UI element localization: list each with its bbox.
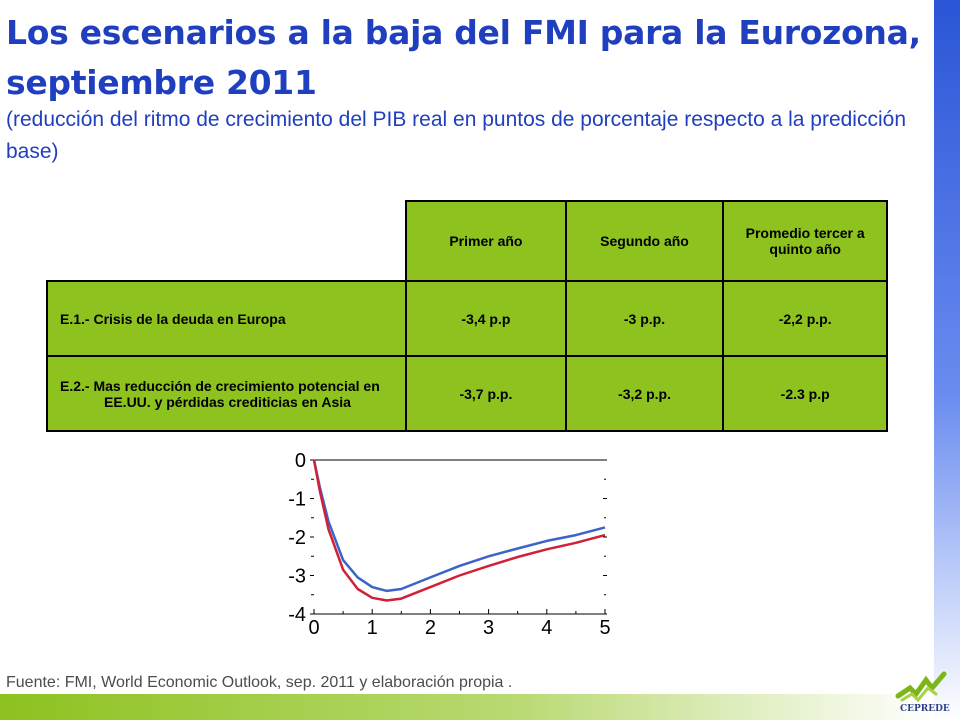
column-header: Primer año [405, 200, 567, 282]
series-line-0 [312, 459, 606, 593]
scenario-line-chart: 0-1-2-3-40 1 2 3 4 5 [288, 450, 610, 639]
x-tick-label: 3 [483, 617, 494, 639]
row-label: E.2.- Mas reducción de crecimiento poten… [45, 355, 408, 432]
table-header-row: Primer año Segundo año Promedio tercer a… [47, 200, 888, 282]
table-row: E.1.- Crisis de la deuda en Europa -3,4 … [45, 280, 888, 357]
y-tick-label: -4 [288, 604, 306, 626]
table-cell: -3,4 p.p [405, 280, 567, 357]
x-tick-label: 5 [599, 617, 610, 639]
bottom-green-band [0, 694, 934, 720]
x-tick-label: 2 [425, 617, 436, 639]
table-cell: -2,2 p.p. [722, 280, 888, 357]
page-subtitle: (reducción del ritmo de crecimiento del … [6, 108, 906, 163]
source-footnote: Fuente: FMI, World Economic Outlook, sep… [6, 674, 513, 691]
series-line-1 [312, 459, 606, 602]
table-cell: -2.3 p.p [722, 355, 888, 432]
y-tick-label: -2 [288, 527, 306, 549]
table-corner [47, 201, 406, 281]
logo-text: CEPREDE [900, 704, 950, 714]
right-side-bar [934, 0, 960, 720]
scenarios-table: Primer año Segundo año Promedio tercer a… [45, 200, 888, 432]
y-tick-label: -3 [288, 566, 306, 588]
page-title: Los escenarios a la baja del FMI para la… [6, 13, 921, 102]
row-label: E.1.- Crisis de la deuda en Europa [45, 280, 408, 357]
ceprede-logo-icon [895, 671, 947, 703]
table-cell: -3,7 p.p. [405, 355, 567, 432]
table-cell: -3 p.p. [564, 280, 725, 357]
x-tick-label: 0 [308, 617, 319, 639]
x-tick-label: 4 [541, 617, 552, 639]
y-tick-label: -1 [288, 489, 306, 511]
y-tick-label: 0 [295, 450, 306, 472]
column-header: Segundo año [564, 200, 725, 282]
table-row: E.2.- Mas reducción de crecimiento poten… [45, 355, 888, 432]
row-label-text: E.2.- Mas reducción de crecimiento poten… [60, 377, 380, 410]
table-cell: -3,2 p.p. [564, 355, 725, 432]
x-tick-label: 1 [367, 617, 378, 639]
column-header: Promedio tercer a quinto año [722, 200, 888, 282]
